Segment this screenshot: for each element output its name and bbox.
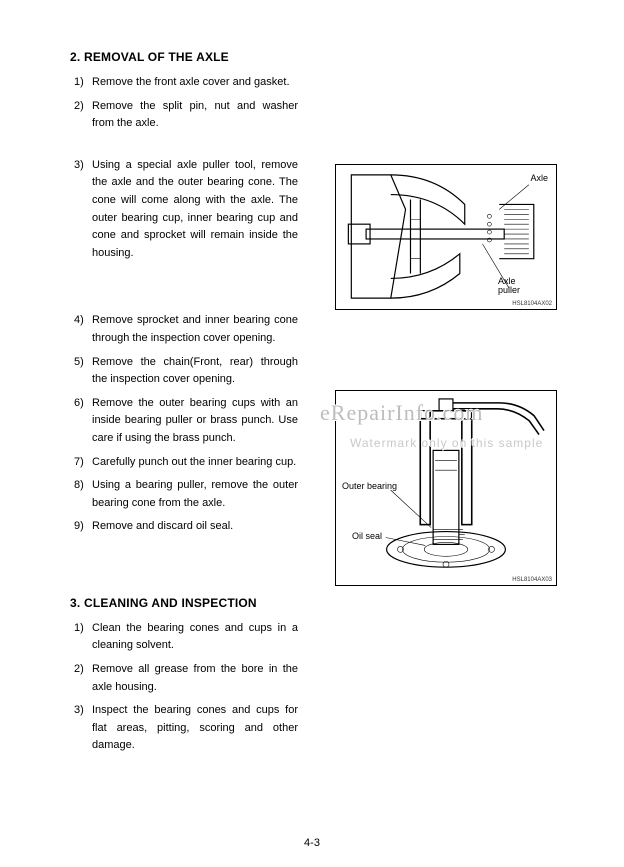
figure-2-label-oil: Oil seal: [352, 531, 382, 541]
step-2-2: 2) Remove the split pin, nut and washer f…: [70, 98, 298, 133]
step-2-6: 6) Remove the outer bearing cups with an …: [70, 395, 298, 448]
step-num: 1): [74, 620, 84, 638]
figure-2-code: HSL8104AX03: [512, 577, 552, 583]
step-num: 1): [74, 74, 84, 92]
step-3-3: 3) Inspect the bearing cones and cups for…: [70, 702, 298, 755]
section-2-heading: REMOVAL OF THE AXLE: [84, 50, 229, 64]
section-cleaning: 3. CLEANING AND INSPECTION 1) Clean the b…: [70, 596, 564, 755]
figure-axle-puller: Axle Axle puller HSL8104AX02: [335, 164, 557, 310]
step-2-5: 5) Remove the chain(Front, rear) through …: [70, 354, 298, 389]
page-number: 4-3: [0, 837, 624, 849]
step-2-9: 9) Remove and discard oil seal.: [70, 518, 298, 536]
step-3-2: 2) Remove all grease from the bore in the…: [70, 661, 298, 696]
figure-1-label-axle: Axle: [530, 173, 548, 183]
step-num: 2): [74, 661, 84, 679]
step-text: Using a bearing puller, remove the outer…: [92, 479, 298, 509]
step-num: 9): [74, 518, 84, 536]
step-2-4: 4) Remove sprocket and inner bearing cone…: [70, 312, 298, 347]
step-num: 2): [74, 98, 84, 116]
step-num: 7): [74, 454, 84, 472]
step-text: Remove the split pin, nut and washer fro…: [92, 100, 298, 130]
step-text: Remove and discard oil seal.: [92, 520, 233, 532]
step-2-7: 7) Carefully punch out the inner bearing …: [70, 454, 298, 472]
figure-bearing-puller: Outer bearing Oil seal HSL8104AX03: [335, 390, 557, 586]
step-2-8: 8) Using a bearing puller, remove the out…: [70, 477, 298, 512]
step-text: Remove all grease from the bore in the a…: [92, 663, 298, 693]
step-num: 3): [74, 702, 84, 720]
section-3-title: 3. CLEANING AND INSPECTION: [70, 596, 564, 610]
figure-2-label-outer: Outer bearing: [342, 481, 397, 491]
step-num: 8): [74, 477, 84, 495]
figure-1-code: HSL8104AX02: [512, 301, 552, 307]
step-text: Clean the bearing cones and cups in a cl…: [92, 622, 298, 652]
step-3-1: 1) Clean the bearing cones and cups in a …: [70, 620, 298, 655]
step-2-3: 3) Using a special axle puller tool, remo…: [70, 157, 298, 263]
step-num: 4): [74, 312, 84, 330]
section-3-number: 3.: [70, 596, 80, 610]
step-text: Remove the chain(Front, rear) through th…: [92, 356, 298, 386]
section-2-number: 2.: [70, 50, 80, 64]
section-2-title: 2. REMOVAL OF THE AXLE: [70, 50, 564, 64]
section-3-heading: CLEANING AND INSPECTION: [84, 596, 257, 610]
step-text: Inspect the bearing cones and cups for f…: [92, 704, 298, 751]
step-num: 3): [74, 157, 84, 175]
step-text: Remove the outer bearing cups with an in…: [92, 397, 298, 444]
step-2-1: 1) Remove the front axle cover and gasket…: [70, 74, 298, 92]
step-num: 6): [74, 395, 84, 413]
step-text: Using a special axle puller tool, remove…: [92, 159, 298, 259]
step-num: 5): [74, 354, 84, 372]
figure-1-label-puller: Axle puller: [498, 277, 528, 295]
step-text: Remove sprocket and inner bearing cone t…: [92, 314, 298, 344]
step-text: Remove the front axle cover and gasket.: [92, 76, 290, 88]
step-text: Carefully punch out the inner bearing cu…: [92, 456, 296, 468]
